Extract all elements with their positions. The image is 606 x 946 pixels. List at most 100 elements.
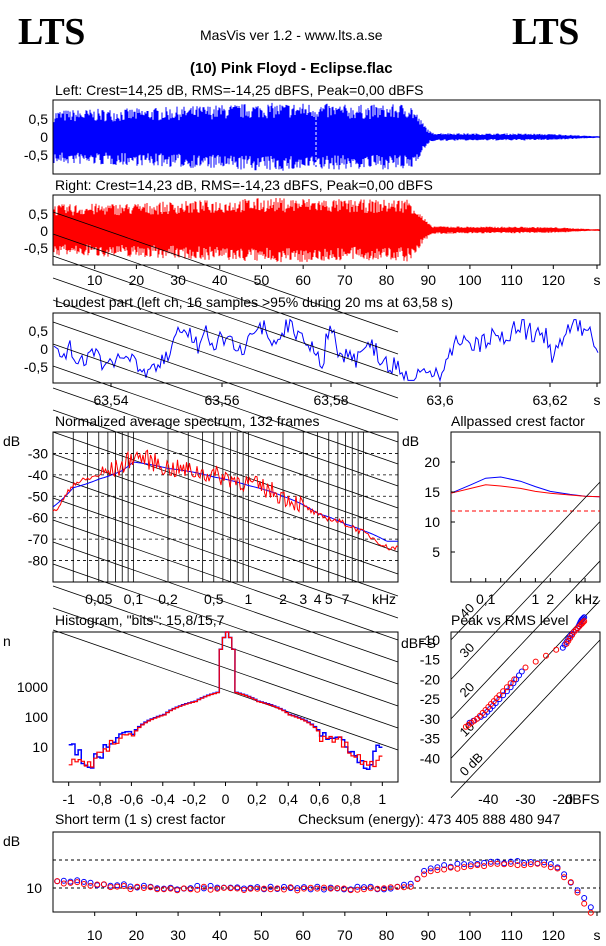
x-tick-label: 100	[458, 272, 482, 288]
crest-point	[314, 885, 321, 892]
crest-point	[207, 882, 214, 889]
y-tick: 0,5	[29, 206, 49, 222]
crest-point	[354, 883, 361, 890]
crest-point	[187, 886, 194, 893]
crest-point	[467, 861, 474, 868]
crest-point	[541, 861, 548, 868]
y-tick: 15	[424, 484, 440, 500]
right-waveform-chart: 0,5 0 -0,5 10 20 30 40 50 60 70 80 90 100 110 120 s	[24, 194, 601, 288]
crest-point	[214, 885, 221, 892]
crest-point	[60, 880, 67, 887]
peak-rms-point	[500, 692, 507, 699]
crest-point	[100, 881, 107, 888]
crest-point	[321, 884, 327, 891]
x-tick-label: 70	[337, 927, 353, 943]
crest-point	[301, 885, 307, 892]
crest-point	[194, 886, 201, 893]
crest-point	[481, 863, 488, 870]
y-tick: -20	[420, 671, 440, 687]
checksum-label: Checksum (energy): 473 405 888 480 947	[298, 811, 561, 827]
y-tick: -25	[420, 691, 440, 707]
crest-point	[427, 865, 434, 872]
y-tick: -60	[28, 510, 48, 526]
crest-point	[127, 883, 134, 890]
crest-point	[534, 860, 541, 867]
crest-point	[561, 871, 568, 878]
crest-point	[581, 900, 588, 907]
crest-point	[381, 885, 387, 892]
crest-point	[507, 861, 514, 867]
peak-rms-point	[522, 664, 529, 671]
y-tick: 0,5	[29, 323, 49, 339]
logo-right: LTS	[512, 11, 579, 53]
crest-line-label: 30	[457, 640, 478, 661]
crest-point	[461, 864, 468, 871]
y-tick: -15	[420, 652, 440, 668]
peak-rms-point	[565, 637, 572, 644]
crest-point	[140, 885, 147, 891]
crest-point	[541, 859, 548, 866]
crest-point	[267, 886, 274, 893]
histogram-panel-title: Histogram, "bits": 15,8/15,7	[55, 612, 225, 628]
x-tick-label: 1	[244, 591, 252, 607]
x-tick-label: 63,56	[204, 392, 239, 408]
x-tick-label: 60	[295, 272, 311, 288]
x-tick-label: 50	[254, 272, 270, 288]
peak-rms-point	[511, 676, 518, 683]
loudest-panel-title: Loudest part (left ch, 16 samples >95% d…	[55, 294, 454, 310]
crest-point	[254, 885, 261, 892]
peak-rms-point	[581, 618, 588, 625]
x-tick-label: 2	[546, 591, 554, 607]
spectrum-series-red	[52, 449, 399, 551]
x-tick-label: 0,1	[124, 591, 144, 607]
crest-point	[434, 864, 441, 871]
peak-rms-point	[496, 692, 503, 699]
histogram-chart: n 1000 100 10 -1 -0,8 -0,6 -0,4 -0,2 0 0,2 0,4 0…	[3, 631, 399, 807]
loudest-series	[53, 318, 599, 383]
peak-rms-point	[518, 668, 525, 675]
crest-point	[114, 883, 121, 890]
crest-point	[361, 884, 367, 891]
x-tick-label: -0,8	[88, 791, 112, 807]
x-tick-label: 20	[129, 927, 145, 943]
crest-panel-title: Short term (1 s) crest factor	[55, 811, 226, 827]
x-tick-label: 10	[87, 272, 103, 288]
x-tick-label: 5	[325, 591, 333, 607]
x-tick-label: -0,6	[119, 791, 143, 807]
left-waveform-series	[53, 102, 600, 171]
y-tick: -0,5	[24, 240, 48, 256]
crest-point	[67, 879, 74, 886]
crest-point	[134, 883, 141, 890]
peak-rms-point	[532, 658, 539, 665]
y-tick: 0,5	[29, 111, 49, 127]
allpass-series-blue	[450, 476, 601, 498]
x-tick-label: 0,5	[204, 591, 224, 607]
crest-point	[207, 886, 214, 893]
crest-point	[374, 885, 381, 892]
crest-point	[574, 887, 581, 894]
crest-point	[180, 885, 187, 892]
peak-rms-point	[572, 627, 579, 633]
crest-point	[527, 861, 534, 868]
y-tick: -30	[28, 445, 48, 461]
crest-point	[281, 886, 287, 893]
crest-point	[354, 886, 361, 893]
app-title: MasVis ver 1.2 - www.lts.a.se	[200, 27, 383, 43]
x-tick-label: 2	[279, 591, 287, 607]
crest-point	[441, 862, 448, 869]
crest-point	[394, 883, 401, 890]
crest-point	[554, 865, 561, 872]
crest-point	[321, 886, 327, 893]
x-axis-label: kHz	[575, 591, 599, 607]
y-tick: 10	[32, 739, 48, 755]
crest-point	[401, 884, 407, 891]
x-tick-label: 0,2	[158, 591, 178, 607]
y-tick: 5	[432, 544, 440, 560]
y-axis-label: dB	[3, 433, 20, 449]
x-tick-label: 70	[337, 272, 353, 288]
crest-point	[361, 886, 367, 893]
y-tick: -40	[420, 750, 440, 766]
histogram-series-red	[68, 631, 383, 768]
crest-point	[80, 881, 87, 887]
track-title: (10) Pink Floyd - Eclipse.flac	[190, 60, 393, 77]
